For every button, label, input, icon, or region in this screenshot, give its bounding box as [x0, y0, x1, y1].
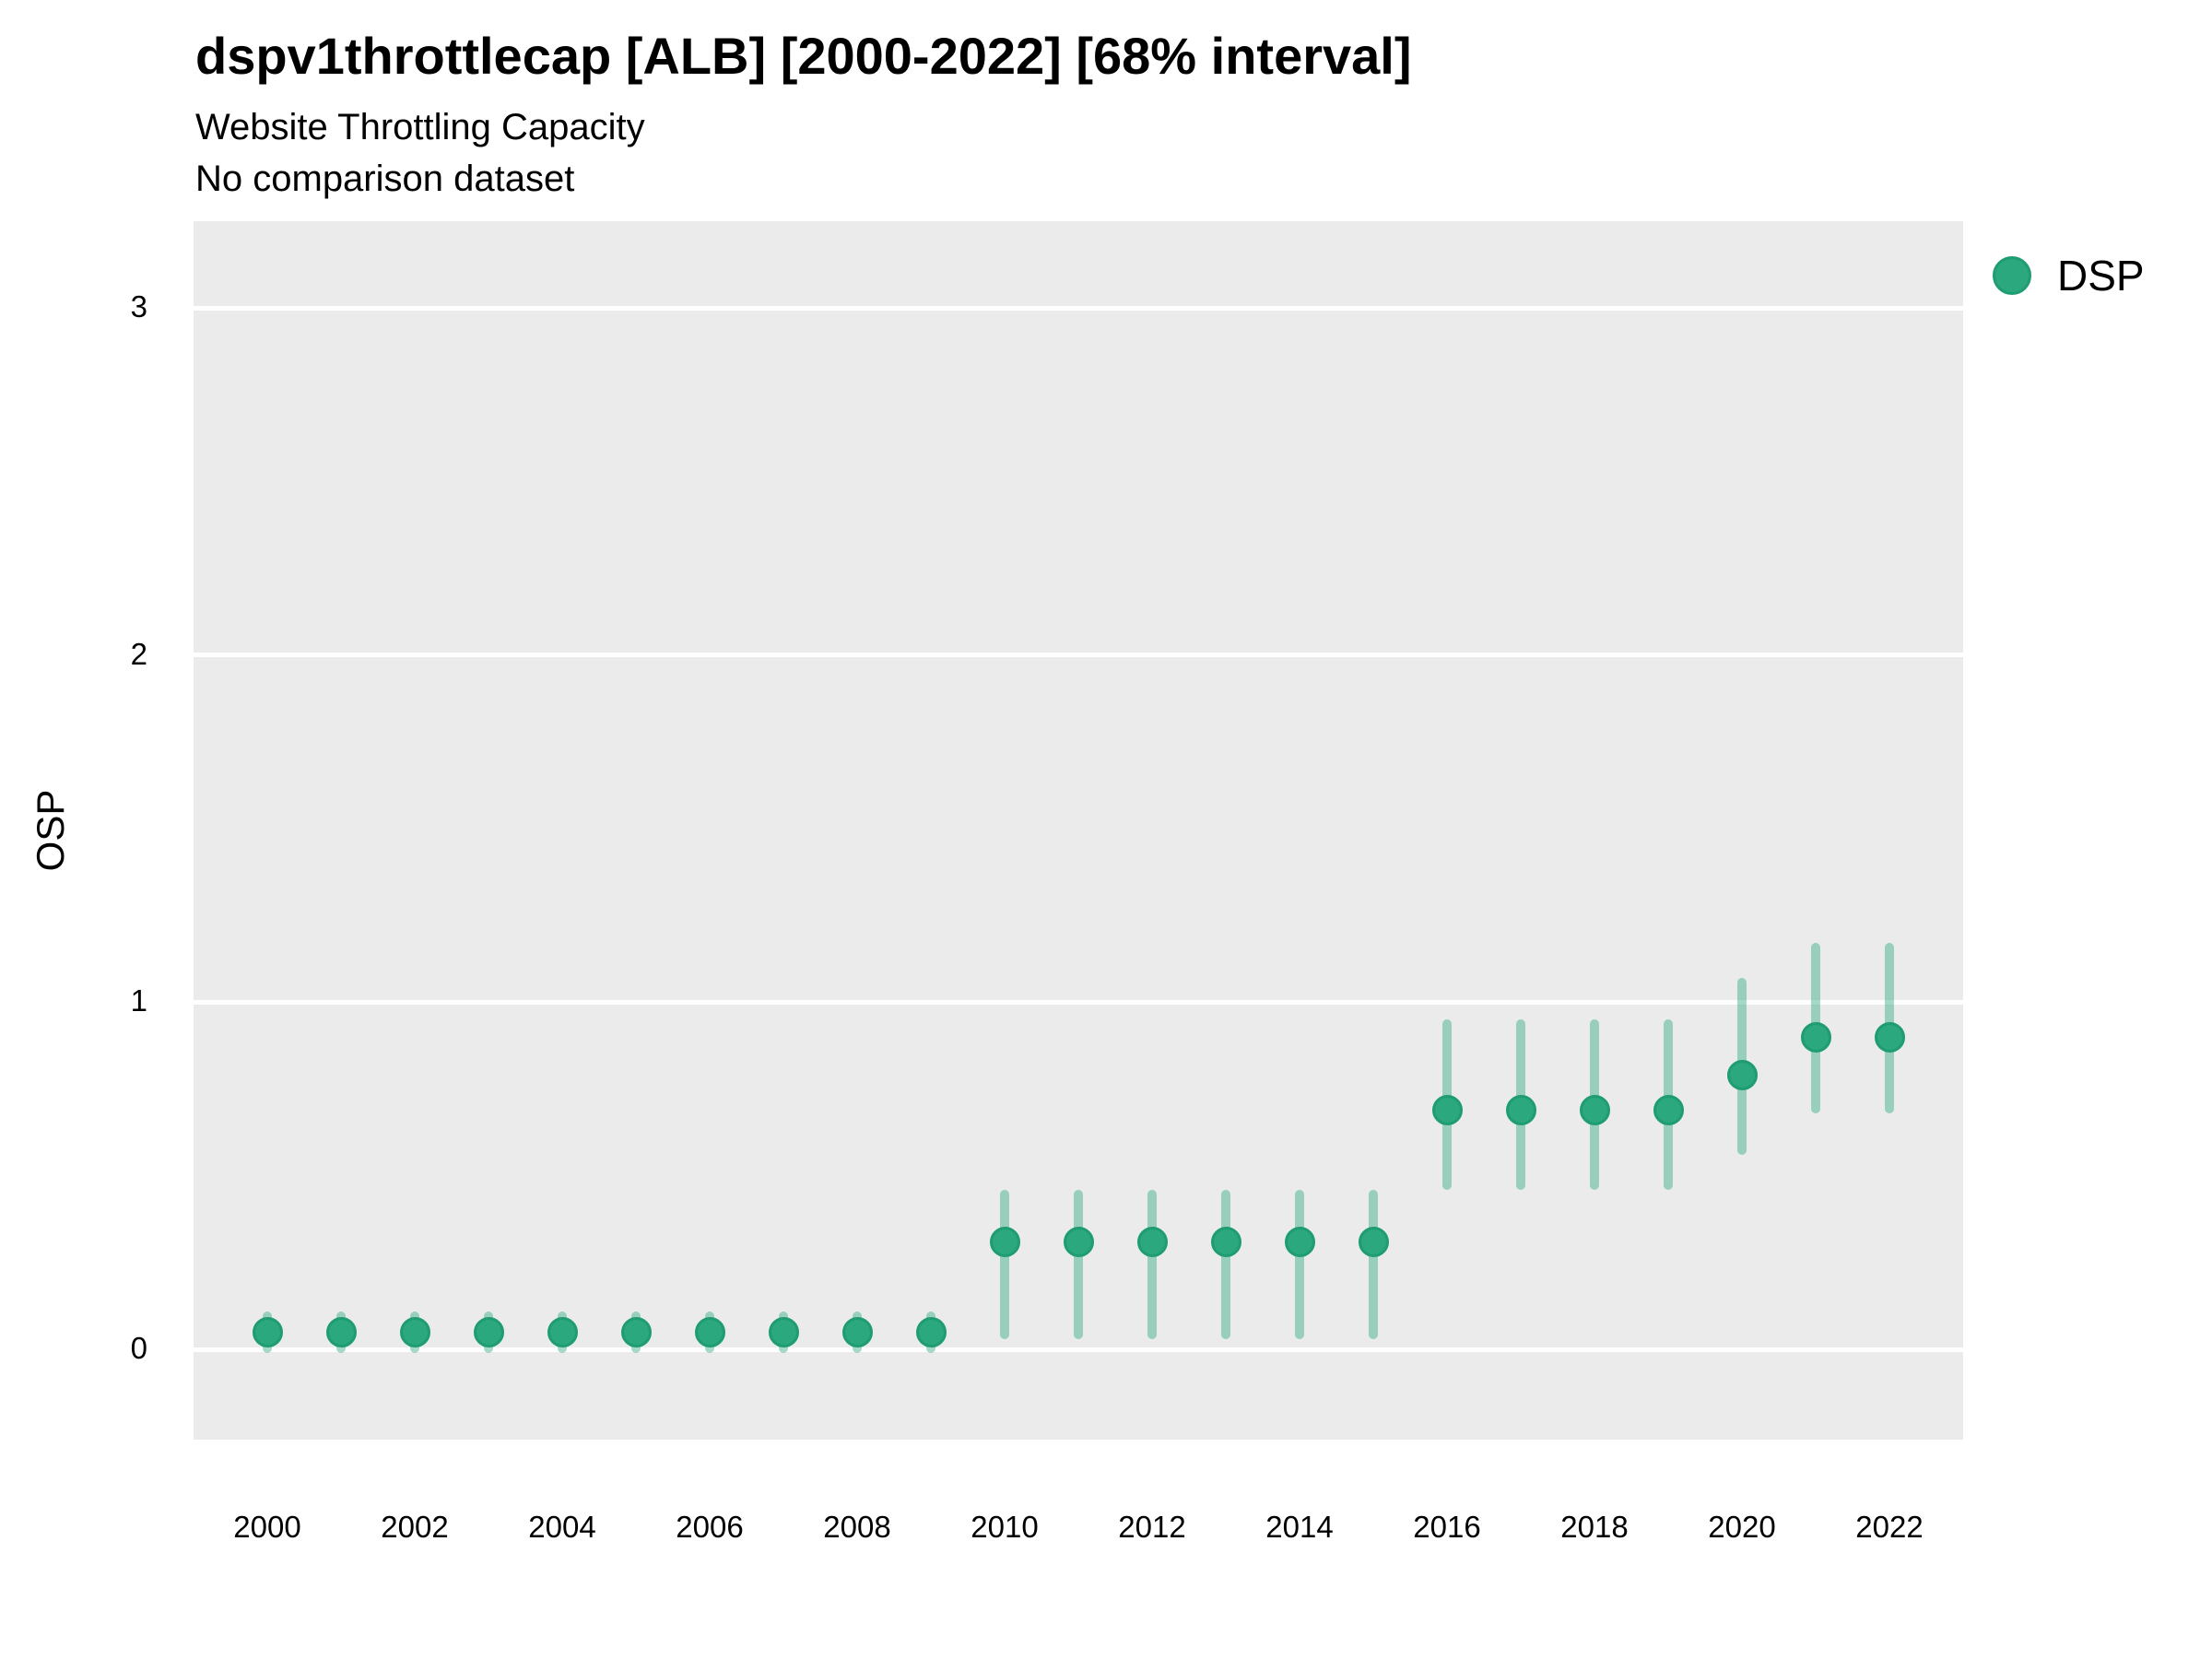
x-tick-label: 2022	[1855, 1510, 1924, 1544]
chart-note: No comparison dataset	[195, 159, 575, 199]
y-tick-label: 1	[130, 983, 147, 1018]
x-tick-label: 2006	[676, 1510, 744, 1544]
data-point-2009	[915, 1316, 947, 1347]
chart-subtitle: Website Throttling Capacity	[195, 107, 645, 147]
data-point-2012	[1136, 1226, 1168, 1257]
data-point-2010	[989, 1226, 1020, 1257]
legend: DSP	[1993, 251, 2145, 300]
x-tick-label: 2008	[823, 1510, 891, 1544]
data-point-2016	[1431, 1094, 1463, 1125]
data-point-2002	[399, 1316, 430, 1347]
x-tick-label: 2014	[1265, 1510, 1334, 1544]
x-tick-label: 2004	[528, 1510, 596, 1544]
chart-title: dspv1throttlecap [ALB] [2000-2022] [68% …	[195, 27, 1412, 85]
gridline-y-0	[194, 1347, 1963, 1352]
data-point-2020	[1726, 1060, 1758, 1091]
data-point-2013	[1210, 1226, 1241, 1257]
plot-panel	[194, 221, 1963, 1440]
data-point-2005	[620, 1316, 652, 1347]
data-point-2006	[694, 1316, 725, 1347]
y-tick-label: 3	[130, 289, 147, 324]
x-tick-label: 2012	[1118, 1510, 1186, 1544]
data-point-2015	[1358, 1226, 1389, 1257]
x-tick-label: 2020	[1708, 1510, 1776, 1544]
data-point-2019	[1653, 1094, 1684, 1125]
data-point-2004	[547, 1316, 578, 1347]
interval-bar-2011	[1074, 1189, 1083, 1339]
data-point-2000	[252, 1316, 283, 1347]
gridline-y-2	[194, 653, 1963, 658]
interval-bar-2015	[1369, 1189, 1378, 1339]
legend-point-icon	[1993, 256, 2031, 295]
y-tick-label: 0	[130, 1331, 147, 1366]
x-tick-label: 2002	[381, 1510, 449, 1544]
legend-label: DSP	[2057, 252, 2145, 300]
y-tick-label: 2	[130, 636, 147, 671]
data-point-2017	[1505, 1094, 1536, 1125]
data-point-2001	[325, 1316, 357, 1347]
interval-bar-2012	[1147, 1189, 1157, 1339]
data-point-2021	[1800, 1021, 1831, 1053]
data-point-2018	[1579, 1094, 1610, 1125]
data-point-2003	[473, 1316, 504, 1347]
data-point-2007	[768, 1316, 799, 1347]
x-tick-label: 2016	[1413, 1510, 1481, 1544]
y-axis-title: OSP	[29, 789, 72, 872]
data-point-2008	[841, 1316, 873, 1347]
data-point-2011	[1063, 1226, 1094, 1257]
gridline-y-1	[194, 999, 1963, 1005]
x-tick-label: 2000	[233, 1510, 301, 1544]
x-tick-label: 2010	[971, 1510, 1039, 1544]
data-point-2014	[1284, 1226, 1315, 1257]
x-tick-label: 2018	[1560, 1510, 1629, 1544]
interval-bar-2014	[1295, 1189, 1304, 1339]
interval-bar-2010	[1000, 1189, 1009, 1339]
data-point-2022	[1874, 1021, 1905, 1053]
interval-bar-2013	[1221, 1189, 1230, 1339]
gridline-y-3	[194, 305, 1963, 311]
